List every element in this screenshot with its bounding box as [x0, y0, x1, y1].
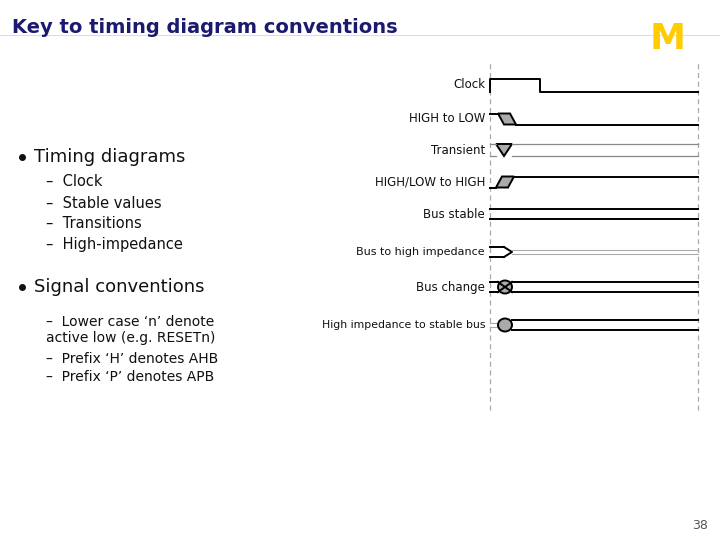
Polygon shape: [496, 177, 514, 187]
Polygon shape: [496, 144, 512, 156]
Ellipse shape: [498, 319, 512, 332]
Text: Bus to high impedance: Bus to high impedance: [356, 247, 485, 257]
Text: Bus change: Bus change: [416, 280, 485, 294]
Text: –  Prefix ‘H’ denotes AHB: – Prefix ‘H’ denotes AHB: [46, 352, 218, 366]
Text: HIGH/LOW to HIGH: HIGH/LOW to HIGH: [374, 176, 485, 188]
Text: M: M: [649, 22, 685, 56]
Text: –  High-impedance: – High-impedance: [46, 238, 183, 253]
Text: –  Transitions: – Transitions: [46, 217, 142, 232]
Text: –  Prefix ‘P’ denotes APB: – Prefix ‘P’ denotes APB: [46, 370, 215, 384]
Text: High impedance to stable bus: High impedance to stable bus: [322, 320, 485, 330]
Polygon shape: [498, 113, 516, 125]
Text: HIGH to LOW: HIGH to LOW: [409, 112, 485, 125]
Text: Bus stable: Bus stable: [423, 207, 485, 220]
Text: –  Stable values: – Stable values: [46, 195, 161, 211]
Text: Clock: Clock: [453, 78, 485, 91]
Text: –  Clock: – Clock: [46, 174, 102, 190]
Ellipse shape: [498, 280, 512, 294]
Text: –  Lower case ‘n’ denote
active low (e.g. RESETn): – Lower case ‘n’ denote active low (e.g.…: [46, 315, 215, 345]
Text: Transient: Transient: [431, 144, 485, 157]
Text: Timing diagrams: Timing diagrams: [34, 148, 185, 166]
Text: Key to timing diagram conventions: Key to timing diagram conventions: [12, 18, 397, 37]
Text: Signal conventions: Signal conventions: [34, 278, 204, 296]
Text: 38: 38: [692, 519, 708, 532]
